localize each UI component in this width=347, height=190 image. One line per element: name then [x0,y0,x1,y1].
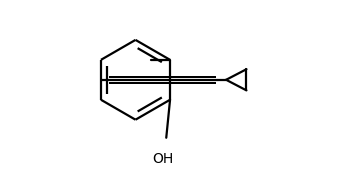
Text: OH: OH [152,152,173,166]
